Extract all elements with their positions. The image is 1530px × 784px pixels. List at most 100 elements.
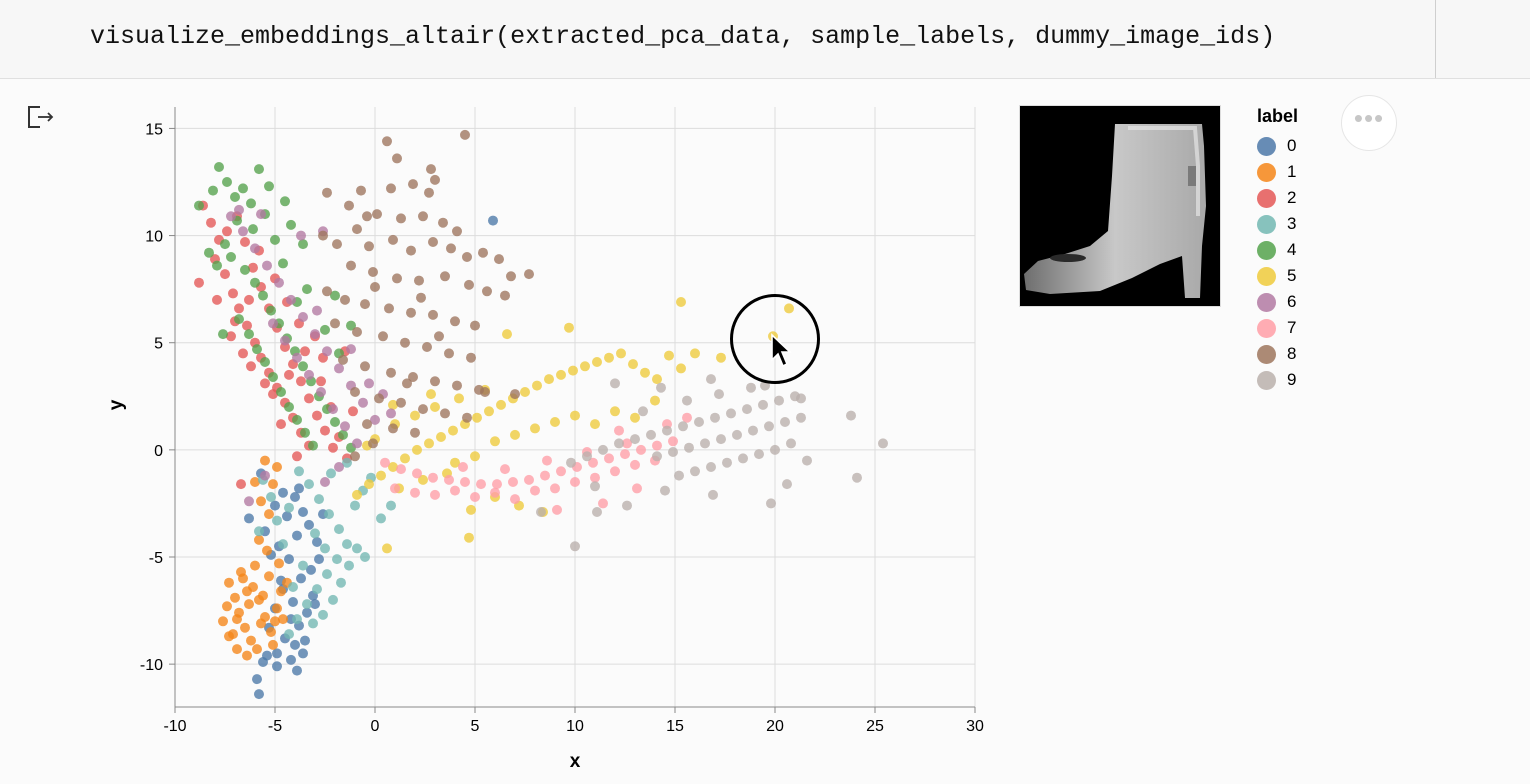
- data-point: [276, 586, 286, 597]
- data-point: [390, 483, 400, 494]
- data-point: [360, 552, 370, 562]
- legend-item[interactable]: 5: [1257, 263, 1298, 289]
- data-point: [544, 374, 554, 385]
- y-tick-label: 0: [154, 443, 163, 460]
- scatter-chart[interactable]: -10 -5 0 5 10 15 20 25 30 -10 -5 0 5 10 15 x y: [0, 0, 1000, 784]
- data-point: [496, 399, 506, 410]
- ankle-boot-image: [1020, 106, 1220, 306]
- legend-item[interactable]: 6: [1257, 289, 1298, 315]
- data-point: [208, 185, 218, 196]
- data-point: [708, 489, 718, 500]
- chart-actions-menu-button[interactable]: •••: [1341, 95, 1397, 151]
- data-point: [388, 462, 398, 472]
- legend-item[interactable]: 2: [1257, 185, 1298, 211]
- data-point: [258, 290, 268, 301]
- data-point: [340, 294, 350, 305]
- data-point: [242, 586, 252, 597]
- data-point: [334, 363, 344, 374]
- data-point: [376, 470, 386, 481]
- data-point: [302, 607, 312, 618]
- data-point: [616, 348, 626, 359]
- data-point: [566, 457, 576, 468]
- data-point: [250, 277, 260, 288]
- data-point: [322, 569, 332, 580]
- data-point: [630, 459, 640, 470]
- data-point: [274, 277, 284, 288]
- data-point: [212, 260, 222, 271]
- data-point: [590, 419, 600, 430]
- data-point: [614, 425, 624, 436]
- data-point: [726, 408, 736, 419]
- legend-item[interactable]: 4: [1257, 237, 1298, 263]
- data-point: [510, 494, 520, 505]
- legend-item[interactable]: 7: [1257, 315, 1298, 341]
- data-point: [598, 498, 608, 509]
- data-point: [272, 515, 282, 526]
- data-point: [334, 462, 344, 472]
- data-point: [552, 504, 562, 515]
- data-point: [542, 455, 552, 466]
- data-point: [430, 376, 440, 387]
- data-point: [682, 395, 692, 406]
- legend-label: 2: [1287, 188, 1297, 207]
- code-cell[interactable]: visualize_embeddings_altair(extracted_pc…: [0, 0, 1530, 79]
- data-point: [320, 477, 330, 487]
- data-point: [312, 537, 322, 547]
- data-point: [592, 507, 602, 517]
- legend-swatch: [1257, 188, 1276, 208]
- data-point: [286, 654, 296, 665]
- data-point: [224, 631, 234, 642]
- data-point: [222, 601, 232, 612]
- data-point: [846, 410, 856, 421]
- series-9: [536, 374, 888, 552]
- data-point: [272, 661, 282, 672]
- data-point: [444, 474, 454, 485]
- data-point: [284, 554, 294, 565]
- x-tick-label: -10: [163, 718, 186, 735]
- data-point: [278, 614, 288, 625]
- data-point: [234, 204, 244, 215]
- data-point: [472, 412, 482, 423]
- data-point: [780, 417, 790, 427]
- data-point: [284, 629, 294, 640]
- legend-item[interactable]: 3: [1257, 211, 1298, 237]
- data-point: [582, 451, 592, 462]
- data-point: [268, 389, 278, 400]
- data-point: [690, 466, 700, 477]
- legend-item[interactable]: 8: [1257, 341, 1298, 367]
- data-point: [652, 451, 662, 462]
- data-point: [350, 500, 360, 511]
- data-point: [242, 650, 252, 661]
- legend-swatch: [1257, 266, 1276, 286]
- legend-label: 5: [1287, 266, 1297, 285]
- data-point: [406, 245, 416, 256]
- data-point: [454, 393, 464, 404]
- data-point: [412, 468, 422, 479]
- x-tick-label: 30: [966, 718, 984, 735]
- data-point: [536, 507, 546, 517]
- y-tick-label: 5: [154, 336, 163, 353]
- data-point: [322, 346, 332, 357]
- data-point: [320, 543, 330, 554]
- legend-title: label: [1257, 106, 1299, 126]
- data-point: [490, 487, 500, 498]
- data-point: [304, 519, 314, 530]
- data-point: [464, 279, 474, 290]
- data-point: [674, 470, 684, 481]
- output-exit-icon[interactable]: [26, 104, 56, 130]
- data-point: [220, 269, 230, 280]
- data-point: [206, 217, 216, 228]
- data-point: [288, 597, 298, 607]
- data-point: [732, 429, 742, 440]
- legend-item[interactable]: 0: [1257, 133, 1298, 159]
- data-point: [298, 239, 308, 250]
- legend-item[interactable]: 1: [1257, 159, 1298, 185]
- data-point: [388, 399, 398, 410]
- data-point: [236, 479, 246, 490]
- series-3: [254, 457, 396, 640]
- data-point: [508, 477, 518, 487]
- data-point: [292, 665, 302, 676]
- data-point: [330, 318, 340, 329]
- data-point: [296, 573, 306, 584]
- legend-item[interactable]: 9: [1257, 367, 1298, 393]
